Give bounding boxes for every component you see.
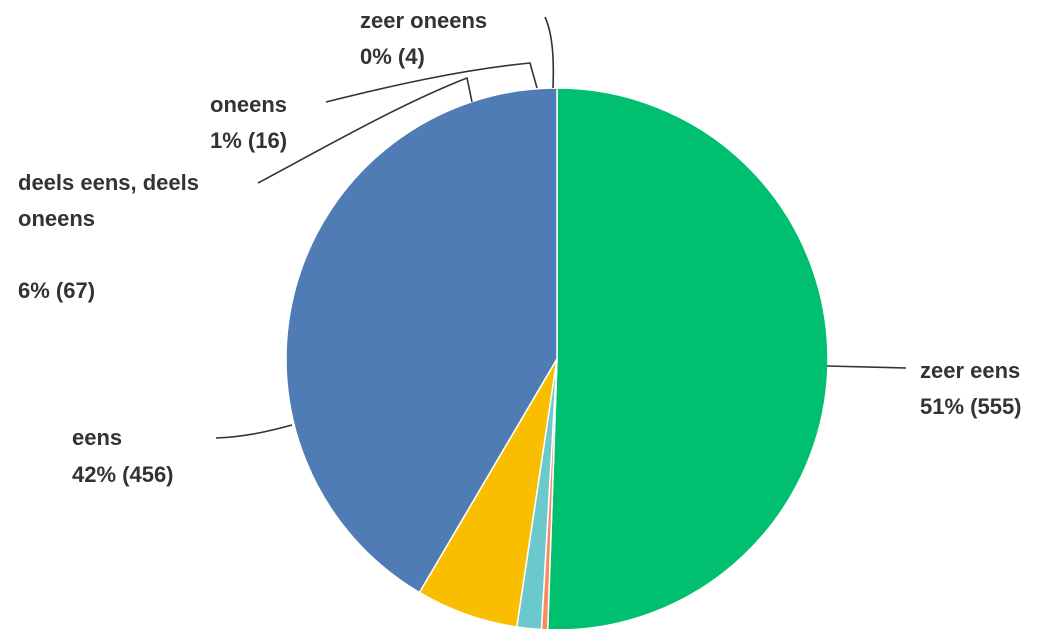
leader-line-oneens xyxy=(325,62,538,103)
label-eens-value: 42% (456) xyxy=(72,462,174,487)
label-eens-name: eens xyxy=(72,425,122,450)
label-deels-eens-name-line1: deels eens, deels xyxy=(18,170,199,195)
label-deels-eens-value: 6% (67) xyxy=(18,278,95,303)
pie-slice-zeer-eens xyxy=(546,87,829,629)
label-zeer-eens-value: 51% (555) xyxy=(920,394,1022,419)
leader-line-eens xyxy=(215,424,293,439)
leader-line-deels-eens xyxy=(257,76,473,184)
slice-labels: zeer eens 51% (555) eens 42% (456) deels… xyxy=(18,8,1022,487)
label-oneens-value: 1% (16) xyxy=(210,128,287,153)
pie-slices xyxy=(285,87,829,629)
leader-line-zeer-oneens xyxy=(544,16,555,89)
label-zeer-eens-name: zeer eens xyxy=(920,358,1020,383)
label-zeer-oneens-value: 0% (4) xyxy=(360,44,425,69)
label-deels-eens-name-line2: oneens xyxy=(18,206,95,231)
pie-slice-zeer-oneens xyxy=(540,358,558,629)
label-oneens-name: oneens xyxy=(210,92,287,117)
leader-lines xyxy=(215,16,907,439)
leader-line-zeer-eens xyxy=(826,365,907,369)
label-zeer-oneens-name: zeer oneens xyxy=(360,8,487,33)
pie-slice-eens xyxy=(285,87,558,594)
